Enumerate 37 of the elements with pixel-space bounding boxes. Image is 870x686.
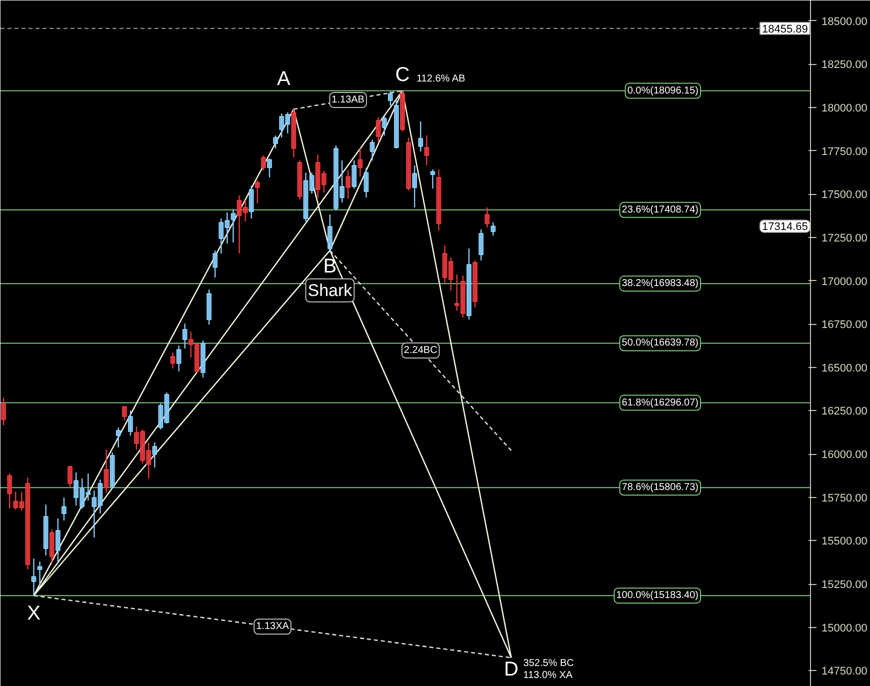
- annotation: Shark: [308, 280, 353, 300]
- y-tick-label: 17000.00: [822, 276, 868, 288]
- annotation: D: [504, 658, 519, 681]
- y-tick-label: 15500.00: [822, 536, 868, 548]
- annotation: A: [277, 68, 291, 90]
- annotation: 1.13XA: [256, 621, 290, 632]
- annotation: 112.6% AB: [416, 73, 466, 84]
- annotation: 17314.65: [762, 221, 808, 234]
- ref-line-label: 61.8%(16296.07): [622, 397, 699, 408]
- y-tick-label: 16000.00: [822, 449, 868, 462]
- y-tick-label: 15250.00: [822, 579, 868, 592]
- ref-line-label: 100.0%(15183.40): [616, 590, 699, 602]
- annotation: C: [395, 64, 410, 86]
- y-tick-label: 17250.00: [822, 232, 868, 244]
- y-tick-label: 17750.00: [822, 146, 868, 158]
- ref-line-label: 38.2%(16983.48): [622, 278, 699, 290]
- ref-line-label: 0.0%(18096.15): [627, 85, 699, 96]
- y-tick-label: 16750.00: [822, 319, 868, 332]
- ref-line-label: 18455.89: [762, 23, 808, 36]
- annotation: 113.0% XA: [523, 670, 573, 682]
- y-tick-label: 16250.00: [822, 406, 868, 418]
- annotation: 352.5% BC: [523, 658, 574, 670]
- y-tick-label: 17500.00: [822, 189, 868, 202]
- y-tick-label: 18250.00: [822, 59, 868, 72]
- annotation: X: [27, 602, 40, 625]
- annotation: 1.13AB: [332, 94, 365, 106]
- y-tick-label: 14750.00: [822, 666, 868, 678]
- ref-line-label: 23.6%(17408.74): [622, 204, 699, 216]
- y-tick-label: 15000.00: [822, 622, 868, 634]
- y-tick-label: 18500.00: [822, 16, 868, 28]
- y-tick-label: 16500.00: [822, 362, 868, 374]
- y-tick-label: 18000.00: [822, 102, 868, 114]
- ref-line-label: 78.6%(15806.73): [622, 482, 699, 494]
- annotation: B: [323, 255, 337, 278]
- ref-line-label: 50.0%(16639.78): [622, 338, 699, 349]
- y-tick-label: 15750.00: [822, 492, 868, 504]
- annotation: 2.24BC: [404, 345, 438, 356]
